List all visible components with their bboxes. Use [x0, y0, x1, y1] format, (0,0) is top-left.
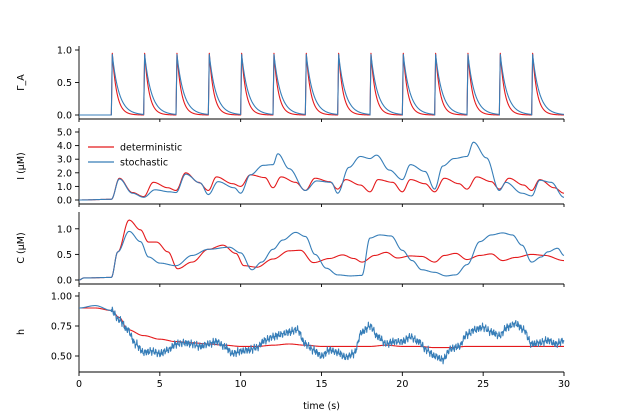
series-stochastic-line: [78, 305, 565, 365]
panel-h: h time (s): [16, 292, 565, 412]
y-tick-label: 0.0: [57, 196, 72, 207]
y-axis-label: C (μM): [16, 232, 27, 263]
series-stochastic-line: [78, 54, 565, 116]
x-tick-label: 5: [157, 379, 163, 390]
series-deterministic-line: [78, 52, 565, 116]
x-tick-label: 30: [558, 379, 570, 390]
panel-i: I (μM) deterministic stochastic: [16, 128, 565, 207]
panel-c: C (μM): [16, 212, 565, 287]
y-axis-label: h: [16, 329, 27, 335]
x-tick-label: 15: [315, 379, 327, 390]
series-stochastic-line: [79, 141, 565, 201]
legend-label-stochastic: stochastic: [120, 158, 168, 169]
panel-gamma-a: Γ_A: [16, 46, 565, 122]
legend-label-deterministic: deterministic: [120, 143, 182, 154]
x-tick-label: 0: [76, 379, 82, 390]
legend: deterministic stochastic: [88, 143, 182, 169]
y-tick-label: 5.0: [57, 128, 72, 139]
x-tick-label: 10: [235, 379, 247, 390]
y-tick-label: 0.5: [57, 250, 72, 261]
y-tick-label: 0.5: [57, 78, 72, 89]
y-tick-label: 0.0: [57, 111, 72, 122]
y-tick-label: 4.0: [57, 141, 72, 152]
y-tick-label: 2.0: [57, 168, 72, 179]
y-tick-label: 1.0: [57, 182, 72, 193]
y-tick-label: 0.75: [51, 322, 72, 333]
x-tick-label: 25: [477, 379, 489, 390]
y-tick-label: 0.50: [51, 352, 72, 363]
y-axis-label: Γ_A: [16, 74, 27, 91]
series-stochastic-line: [78, 230, 565, 281]
y-tick-label: 3.0: [57, 155, 72, 166]
y-tick-label: 1.0: [57, 224, 72, 235]
series-deterministic-line: [79, 172, 565, 201]
y-tick-label: 0.0: [57, 276, 72, 287]
x-axis-label: time (s): [303, 401, 340, 412]
series-deterministic-line: [78, 219, 565, 281]
y-tick-label: 1.00: [51, 292, 72, 303]
y-tick-label: 1.0: [57, 46, 72, 57]
x-tick-label: 20: [396, 379, 408, 390]
series-deterministic-line: [79, 307, 564, 349]
y-axis-label: I (μM): [16, 152, 27, 179]
